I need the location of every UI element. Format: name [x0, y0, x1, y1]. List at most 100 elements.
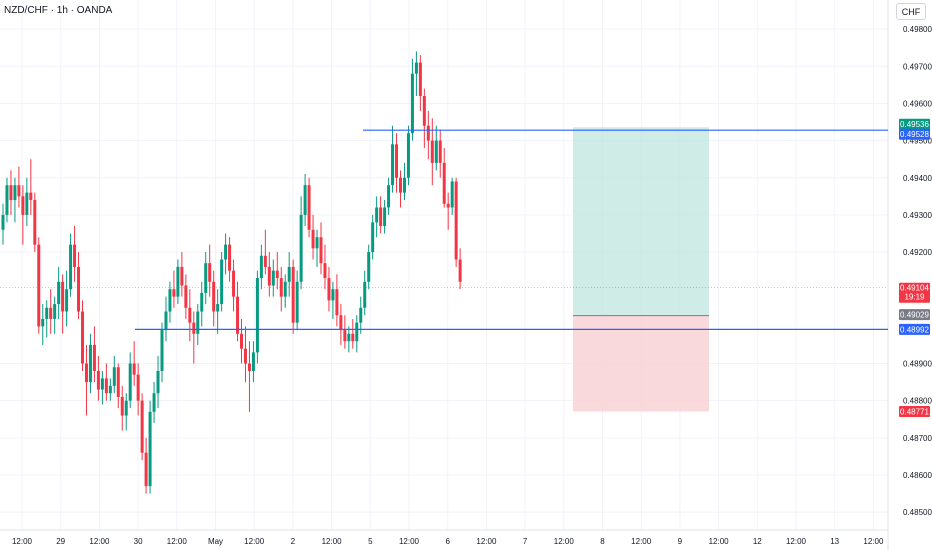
candle-body: [69, 244, 73, 290]
x-tick-label: 29: [56, 537, 65, 546]
currency-button[interactable]: CHF: [896, 3, 926, 20]
candle-body: [243, 348, 247, 364]
candle-body: [458, 259, 462, 282]
candle: [307, 177, 311, 238]
candle: [414, 51, 418, 97]
candle: [88, 333, 92, 394]
candle-body: [418, 62, 422, 97]
candle: [96, 356, 100, 401]
candle-body: [232, 270, 236, 297]
y-tick-label: 0.48800: [903, 397, 932, 406]
candle-body: [343, 330, 347, 342]
candle: [21, 185, 25, 245]
candle: [73, 226, 77, 282]
candle: [100, 370, 104, 405]
candle: [53, 296, 57, 334]
candle: [240, 318, 243, 364]
candle-body: [116, 367, 120, 397]
candle: [172, 270, 176, 308]
candle-body: [124, 400, 128, 416]
candle-body: [128, 363, 132, 401]
candle: [355, 315, 359, 353]
candle-body: [25, 192, 29, 215]
candle-body: [303, 185, 307, 215]
upper-line-price-tag: 0.49528: [899, 128, 930, 140]
lower-line-price-tag: 0.48992: [899, 323, 930, 335]
lower-line-price-tag-text: 0.48992: [900, 325, 929, 334]
candle-body: [132, 363, 136, 375]
entry-price-tag-text: 0.49029: [900, 311, 929, 320]
candle: [259, 244, 263, 290]
candle-body: [434, 140, 438, 163]
candle: [247, 341, 251, 412]
candle-body: [363, 281, 367, 308]
x-tick-label: 8: [600, 537, 605, 546]
candle-body: [391, 144, 395, 186]
candle: [446, 192, 450, 230]
target-price-tag-bg: [899, 118, 930, 130]
candle-body: [92, 344, 96, 371]
candle: [232, 259, 236, 312]
candle-body: [275, 270, 279, 279]
candle: [1, 203, 5, 245]
x-tick-label: 12:00: [709, 537, 730, 546]
last-price-text: 0.49104: [900, 284, 929, 293]
candle: [124, 393, 128, 431]
candle-body: [81, 311, 84, 364]
candle-body: [65, 289, 69, 312]
candle-body: [442, 162, 446, 204]
y-tick-label: 0.48700: [903, 434, 932, 443]
candle: [128, 352, 132, 409]
candle: [120, 385, 124, 431]
candle-body: [1, 214, 5, 230]
candle-body: [204, 263, 208, 293]
candle: [37, 237, 41, 334]
candle: [402, 162, 406, 201]
candle: [184, 274, 188, 319]
stop-price-tag: 0.48771: [899, 405, 930, 417]
candle-body: [108, 385, 112, 394]
y-tick-label: 0.48900: [903, 360, 932, 369]
candle-body: [100, 378, 104, 390]
candle: [275, 252, 279, 290]
candle-body: [144, 452, 148, 487]
candle: [410, 58, 414, 141]
candle-body: [327, 278, 331, 301]
candle: [315, 229, 319, 267]
candle-body: [192, 322, 196, 334]
x-tick-label: 12:00: [167, 537, 188, 546]
candle-body: [96, 370, 100, 390]
candle-body: [315, 237, 319, 249]
candle: [399, 170, 402, 208]
candle-body: [13, 185, 17, 201]
candle-body: [454, 181, 458, 260]
candle-body: [168, 289, 172, 312]
x-tick-label: 12:00: [322, 537, 343, 546]
x-tick-label: 12:00: [399, 537, 420, 546]
candle-body: [104, 378, 108, 394]
candle: [45, 300, 49, 338]
candle-body: [379, 207, 383, 227]
candle-body: [148, 411, 152, 487]
x-tick-label: 13: [830, 537, 839, 546]
x-tick-label: 7: [523, 537, 528, 546]
candle-body: [339, 315, 343, 331]
candle-body: [359, 307, 363, 323]
candle: [283, 274, 287, 308]
candle-body: [176, 266, 180, 297]
candle: [323, 244, 327, 290]
candle: [295, 270, 299, 331]
candle: [422, 88, 426, 149]
x-tick-label: 12:00: [863, 537, 884, 546]
x-tick-label: 12: [753, 537, 762, 546]
x-tick-label: May: [208, 537, 223, 546]
candle: [291, 259, 295, 334]
countdown-text: 19:19: [904, 293, 925, 302]
candle: [216, 289, 220, 334]
candle: [116, 363, 120, 409]
candle: [160, 322, 164, 383]
x-tick-label: 12:00: [631, 537, 652, 546]
candle: [200, 281, 204, 327]
